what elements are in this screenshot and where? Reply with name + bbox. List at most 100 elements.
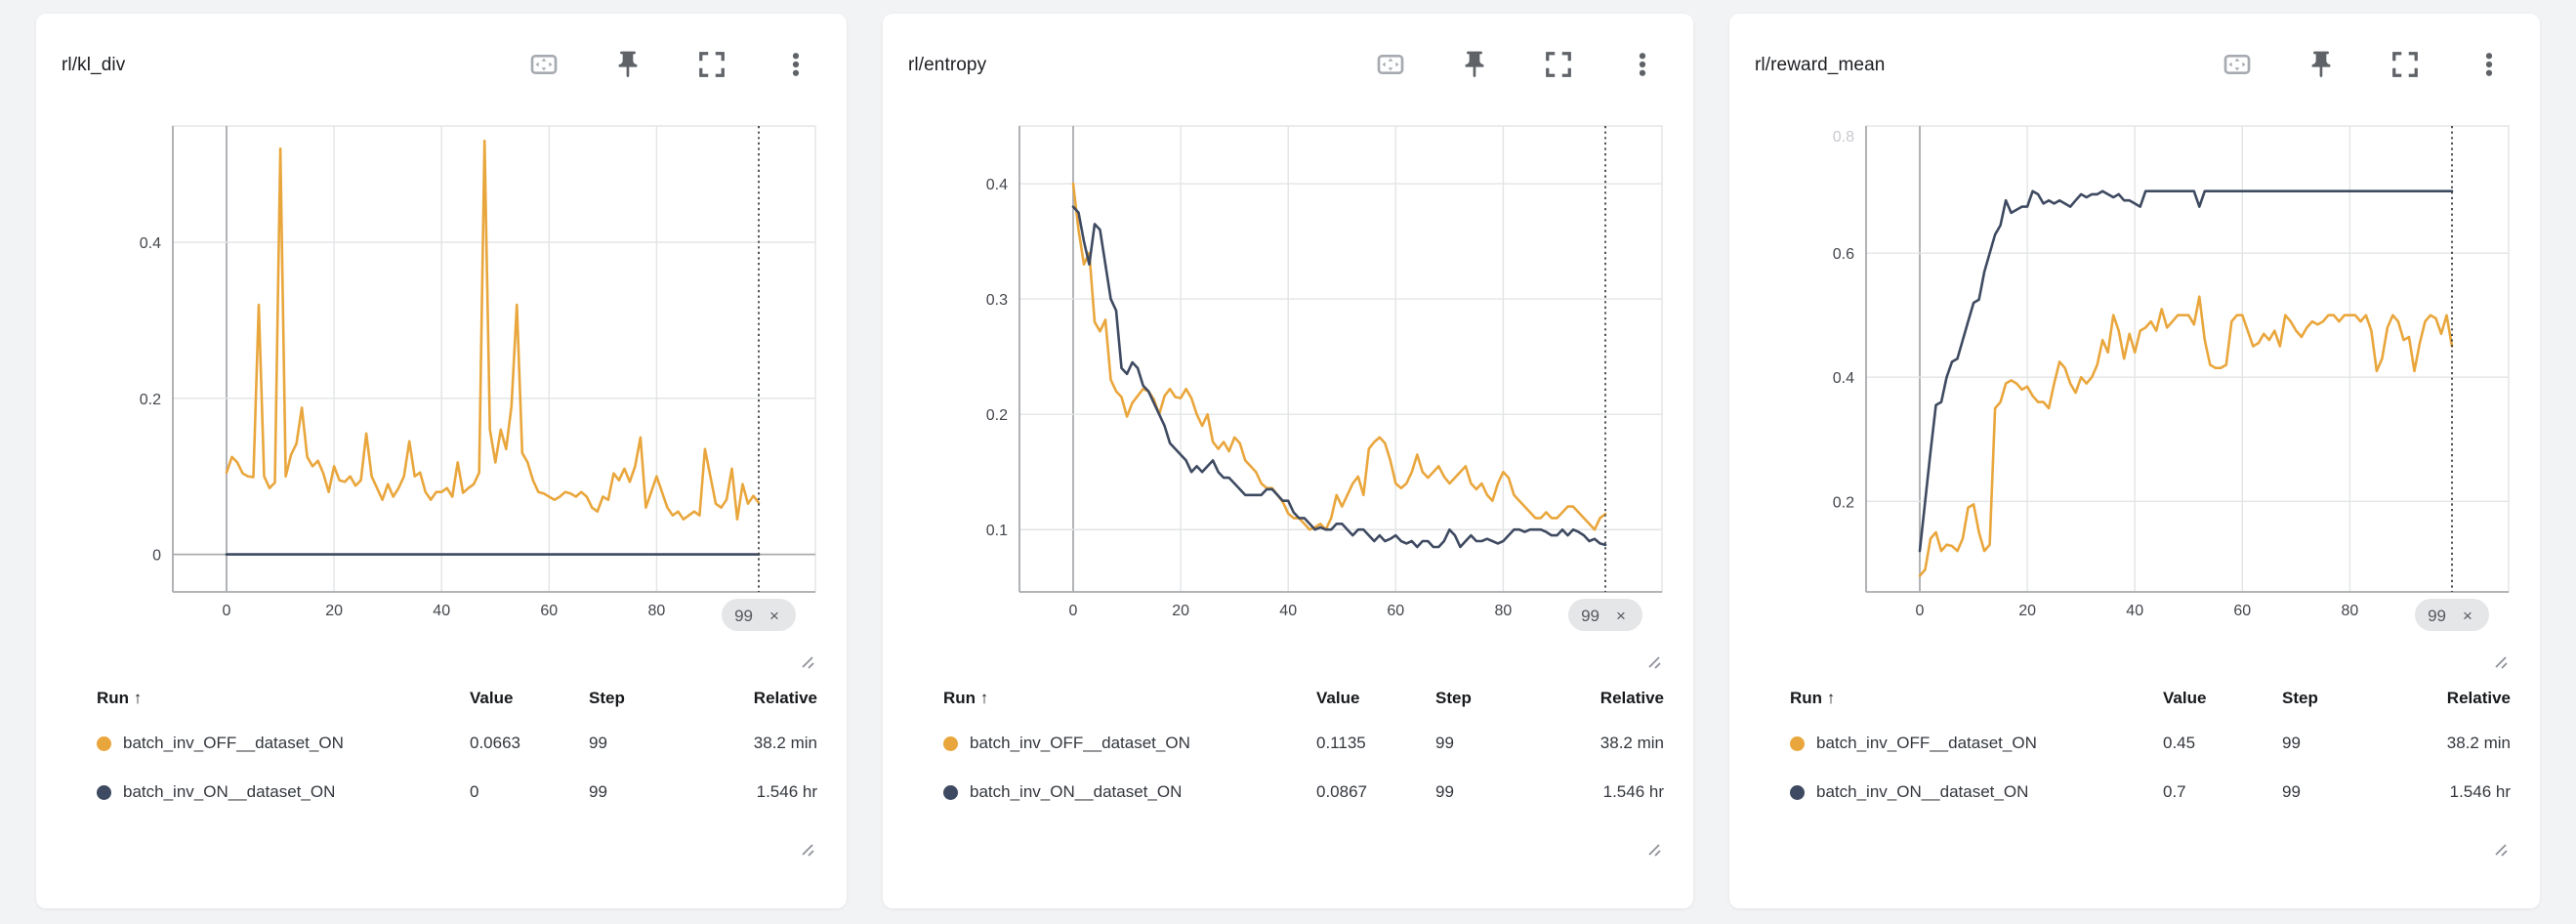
line-chart-reward-mean[interactable]: 0 20 40 60 80 0.2 0.4 0.6 0.8 99 ×	[1729, 104, 2540, 651]
y-tick-label: 0.8	[1833, 129, 1854, 146]
pan-view-button[interactable]	[2222, 50, 2253, 81]
step-cursor-badge[interactable]: 99 ×	[2415, 599, 2489, 631]
x-tick-label: 80	[2342, 603, 2359, 619]
panel-menu-button[interactable]	[780, 50, 811, 81]
run-color-dot	[1790, 735, 1805, 751]
legend-row[interactable]: batch_inv_OFF__dataset_ON 0.45 99 38.2 m…	[1790, 719, 2511, 768]
run-step: 99	[2282, 782, 2301, 801]
run-relative: 38.2 min	[753, 734, 817, 752]
y-tick-label: 0.2	[986, 407, 1008, 424]
fullscreen-button[interactable]	[1543, 50, 1574, 81]
legend-header-value[interactable]: Value	[1316, 689, 1360, 707]
legend-table: Run ↑ Value Step Relative batch_inv_OFF_…	[883, 676, 1693, 817]
series-line-batch_inv_ON__dataset_ON	[1071, 205, 1607, 549]
legend-row[interactable]: batch_inv_OFF__dataset_ON 0.1135 99 38.2…	[943, 719, 1664, 768]
line-chart-entropy[interactable]: 0 20 40 60 80 0.1 0.2 0.3 0.4 99 ×	[883, 104, 1693, 651]
panel-menu-button[interactable]	[2473, 50, 2505, 81]
panel-header: rl/reward_mean	[1729, 14, 2540, 104]
legend-header-value[interactable]: Value	[470, 689, 514, 707]
run-value: 0.7	[2163, 782, 2186, 801]
panel-title: rl/kl_div	[62, 55, 126, 75]
chart-resize-row	[1729, 651, 2540, 676]
legend-header-step[interactable]: Step	[589, 689, 625, 707]
fullscreen-button[interactable]	[696, 50, 727, 81]
x-tick-label: 20	[2018, 603, 2036, 619]
legend-header-run[interactable]: Run ↑	[1790, 689, 1836, 707]
x-tick-label: 80	[1495, 603, 1513, 619]
legend-header-value[interactable]: Value	[2163, 689, 2207, 707]
legend-header-relative[interactable]: Relative	[2446, 689, 2511, 707]
resize-handle[interactable]	[1642, 838, 1662, 863]
run-value: 0	[470, 782, 479, 801]
legend-header-row: Run ↑ Value Step Relative	[943, 678, 1664, 719]
legend-header-step[interactable]: Step	[2282, 689, 2318, 707]
y-tick-label: 0.4	[1833, 370, 1854, 387]
resize-handle[interactable]	[1642, 651, 1662, 676]
panel-resize-row	[883, 838, 1693, 863]
resize-handle[interactable]	[2489, 651, 2509, 676]
panel-toolbar	[2222, 50, 2505, 81]
legend-row[interactable]: batch_inv_ON__dataset_ON 0.0867 99 1.546…	[943, 768, 1664, 817]
pin-button[interactable]	[2306, 50, 2337, 81]
fullscreen-icon	[697, 50, 727, 82]
y-tick-label: 0.1	[986, 523, 1008, 539]
resize-handle[interactable]	[2489, 838, 2509, 863]
legend-table: Run ↑ Value Step Relative batch_inv_OFF_…	[36, 676, 847, 817]
pan-view-button[interactable]	[1375, 50, 1406, 81]
y-tick-label: 0.3	[986, 292, 1008, 309]
legend-header-row: Run ↑ Value Step Relative	[97, 678, 817, 719]
run-relative: 1.546 hr	[2449, 782, 2511, 801]
panel-title: rl/reward_mean	[1755, 55, 1886, 75]
legend-header-run[interactable]: Run ↑	[943, 689, 989, 707]
plot-frame	[172, 125, 816, 593]
run-name: batch_inv_OFF__dataset_ON	[1816, 734, 2037, 752]
legend-header-relative[interactable]: Relative	[1600, 689, 1664, 707]
x-tick-label: 0	[1069, 603, 1078, 619]
panel-card-reward-mean: rl/reward_mean 0 20 40 60 80 0.2 0.4 0.6 0.8 99 ×	[1729, 14, 2540, 908]
run-relative: 1.546 hr	[756, 782, 817, 801]
step-cursor-badge[interactable]: 99 ×	[1568, 599, 1642, 631]
cursor-close-icon[interactable]: ×	[1616, 607, 1626, 625]
y-tick-label: 0.2	[140, 392, 161, 408]
pin-icon	[612, 49, 644, 83]
legend-header-step[interactable]: Step	[1435, 689, 1472, 707]
pan-view-icon	[2222, 49, 2253, 83]
fullscreen-icon	[1544, 50, 1573, 82]
resize-handle[interactable]	[796, 651, 815, 676]
run-color-dot	[943, 735, 958, 751]
legend-header-relative[interactable]: Relative	[753, 689, 817, 707]
x-tick-label: 60	[1387, 603, 1404, 619]
run-step: 99	[1435, 782, 1454, 801]
pin-button[interactable]	[1459, 50, 1490, 81]
legend-row[interactable]: batch_inv_ON__dataset_ON 0 99 1.546 hr	[97, 768, 817, 817]
pan-view-button[interactable]	[528, 50, 560, 81]
run-relative: 38.2 min	[2446, 734, 2511, 752]
pin-button[interactable]	[612, 50, 644, 81]
panel-card-kl-div: rl/kl_div 0 20 40 60 80 0 0.2 0.4 99 ×	[36, 14, 847, 908]
run-step: 99	[1435, 734, 1454, 752]
step-cursor-badge[interactable]: 99 ×	[722, 599, 796, 631]
run-relative: 1.546 hr	[1602, 782, 1664, 801]
x-tick-label: 20	[1172, 603, 1189, 619]
pin-icon	[2306, 49, 2337, 83]
y-tick-label: 0.6	[1833, 246, 1854, 263]
panel-header: rl/kl_div	[36, 14, 847, 104]
run-step: 99	[2282, 734, 2301, 752]
cursor-close-icon[interactable]: ×	[2463, 607, 2472, 625]
fullscreen-button[interactable]	[2389, 50, 2421, 81]
run-name: batch_inv_OFF__dataset_ON	[970, 734, 1190, 752]
legend-header-row: Run ↑ Value Step Relative	[1790, 678, 2511, 719]
line-chart-kl-div[interactable]: 0 20 40 60 80 0 0.2 0.4 99 ×	[36, 104, 847, 651]
resize-handle[interactable]	[796, 838, 815, 863]
run-value: 0.0663	[470, 734, 520, 752]
run-value: 0.0867	[1316, 782, 1367, 801]
run-color-dot	[97, 784, 111, 800]
cursor-close-icon[interactable]: ×	[769, 607, 779, 625]
legend-row[interactable]: batch_inv_OFF__dataset_ON 0.0663 99 38.2…	[97, 719, 817, 768]
run-relative: 38.2 min	[1600, 734, 1664, 752]
kebab-menu-icon	[781, 50, 810, 82]
legend-header-run[interactable]: Run ↑	[97, 689, 143, 707]
run-color-dot	[943, 784, 958, 800]
legend-row[interactable]: batch_inv_ON__dataset_ON 0.7 99 1.546 hr	[1790, 768, 2511, 817]
panel-menu-button[interactable]	[1627, 50, 1658, 81]
